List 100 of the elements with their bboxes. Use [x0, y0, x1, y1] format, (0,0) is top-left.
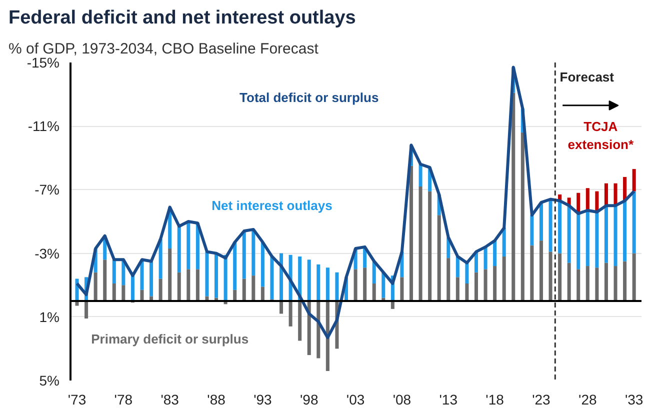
bar [558, 253, 562, 301]
bar [409, 166, 414, 301]
bar [539, 240, 543, 301]
bar [604, 183, 608, 206]
bar [252, 276, 256, 301]
bar [446, 258, 450, 301]
bar [614, 206, 618, 266]
bar [520, 132, 524, 301]
bar [335, 272, 339, 301]
bar [595, 268, 599, 301]
bar [586, 188, 590, 210]
text: Total deficit or surplus [240, 90, 379, 105]
bar [586, 210, 590, 266]
bar [252, 229, 256, 276]
bar [484, 246, 488, 270]
bar [168, 248, 172, 301]
bar [288, 301, 292, 326]
bar [112, 284, 116, 301]
bar [595, 212, 599, 268]
y-tick-label: -11% [28, 118, 60, 134]
bar [465, 284, 469, 301]
bar [623, 261, 627, 301]
bar [632, 191, 636, 254]
bar [242, 231, 246, 279]
bar [158, 238, 162, 279]
bar [354, 269, 358, 301]
bar [530, 245, 534, 301]
x-tick-label: '78 [114, 392, 133, 408]
bar [484, 269, 488, 301]
chart-subtitle: % of GDP, 1973-2034, CBO Baseline Forecast [8, 40, 320, 58]
bar [177, 226, 181, 272]
bar [382, 272, 386, 298]
bar [548, 199, 552, 252]
bar [94, 272, 98, 301]
bar [428, 191, 432, 301]
y-tick-label: 1% [39, 308, 60, 325]
y-tick-label: -3% [34, 245, 60, 262]
x-tick-label: '73 [68, 392, 86, 408]
bar [140, 290, 144, 301]
ref-line-label: Forecast [560, 69, 615, 84]
bar [316, 264, 320, 301]
bar [326, 268, 330, 301]
chart-title: Federal deficit and net interest outlays [8, 8, 356, 28]
bar [122, 285, 126, 301]
bar [418, 164, 422, 187]
bar [632, 253, 636, 301]
x-tick-label: '33 [624, 392, 644, 408]
bar [177, 272, 181, 301]
y-tick-label: 5% [39, 372, 60, 388]
bar [418, 186, 422, 301]
bar [456, 277, 460, 301]
bar [260, 242, 264, 287]
bar [298, 301, 302, 341]
x-tick-label: '88 [207, 392, 226, 408]
bar [363, 268, 367, 301]
x-tick-label: '03 [346, 392, 365, 408]
bar [558, 200, 562, 254]
bar [84, 301, 88, 318]
bar [576, 214, 580, 270]
bar [614, 266, 618, 301]
bar [632, 169, 636, 192]
bar [614, 183, 618, 206]
bar [270, 256, 274, 300]
bar [465, 262, 469, 284]
bar [623, 200, 627, 262]
bar [150, 261, 154, 296]
x-tick-label: '13 [439, 392, 458, 408]
x-tick-label: '98 [300, 392, 318, 408]
bar [493, 240, 497, 266]
y-tick-label: -15% [26, 54, 60, 70]
bar [493, 266, 497, 301]
series-label: TCJA extension* [568, 119, 634, 152]
bar [186, 222, 190, 270]
bar [186, 269, 190, 301]
bar [400, 277, 404, 301]
x-tick-label: '18 [486, 392, 504, 408]
bar [437, 215, 441, 301]
bar [307, 260, 311, 301]
bar [567, 206, 571, 263]
bar [112, 260, 116, 284]
bar [567, 262, 571, 301]
series-label: Net interest outlays [212, 198, 332, 214]
x-tick-label: '23 [532, 392, 551, 408]
bar [233, 242, 237, 290]
bar [242, 278, 246, 301]
bar [530, 215, 534, 246]
bar [502, 228, 506, 256]
bar [512, 92, 516, 301]
bar [474, 272, 478, 301]
bar [576, 269, 580, 301]
bar [539, 202, 543, 241]
bar [196, 269, 200, 301]
bar [604, 206, 608, 263]
bar [158, 278, 162, 301]
bar [372, 284, 376, 301]
bar [502, 256, 506, 301]
x-tick-label: '93 [254, 392, 272, 408]
bar [214, 253, 218, 298]
bar [586, 266, 590, 301]
x-tick-label: '08 [392, 392, 412, 408]
